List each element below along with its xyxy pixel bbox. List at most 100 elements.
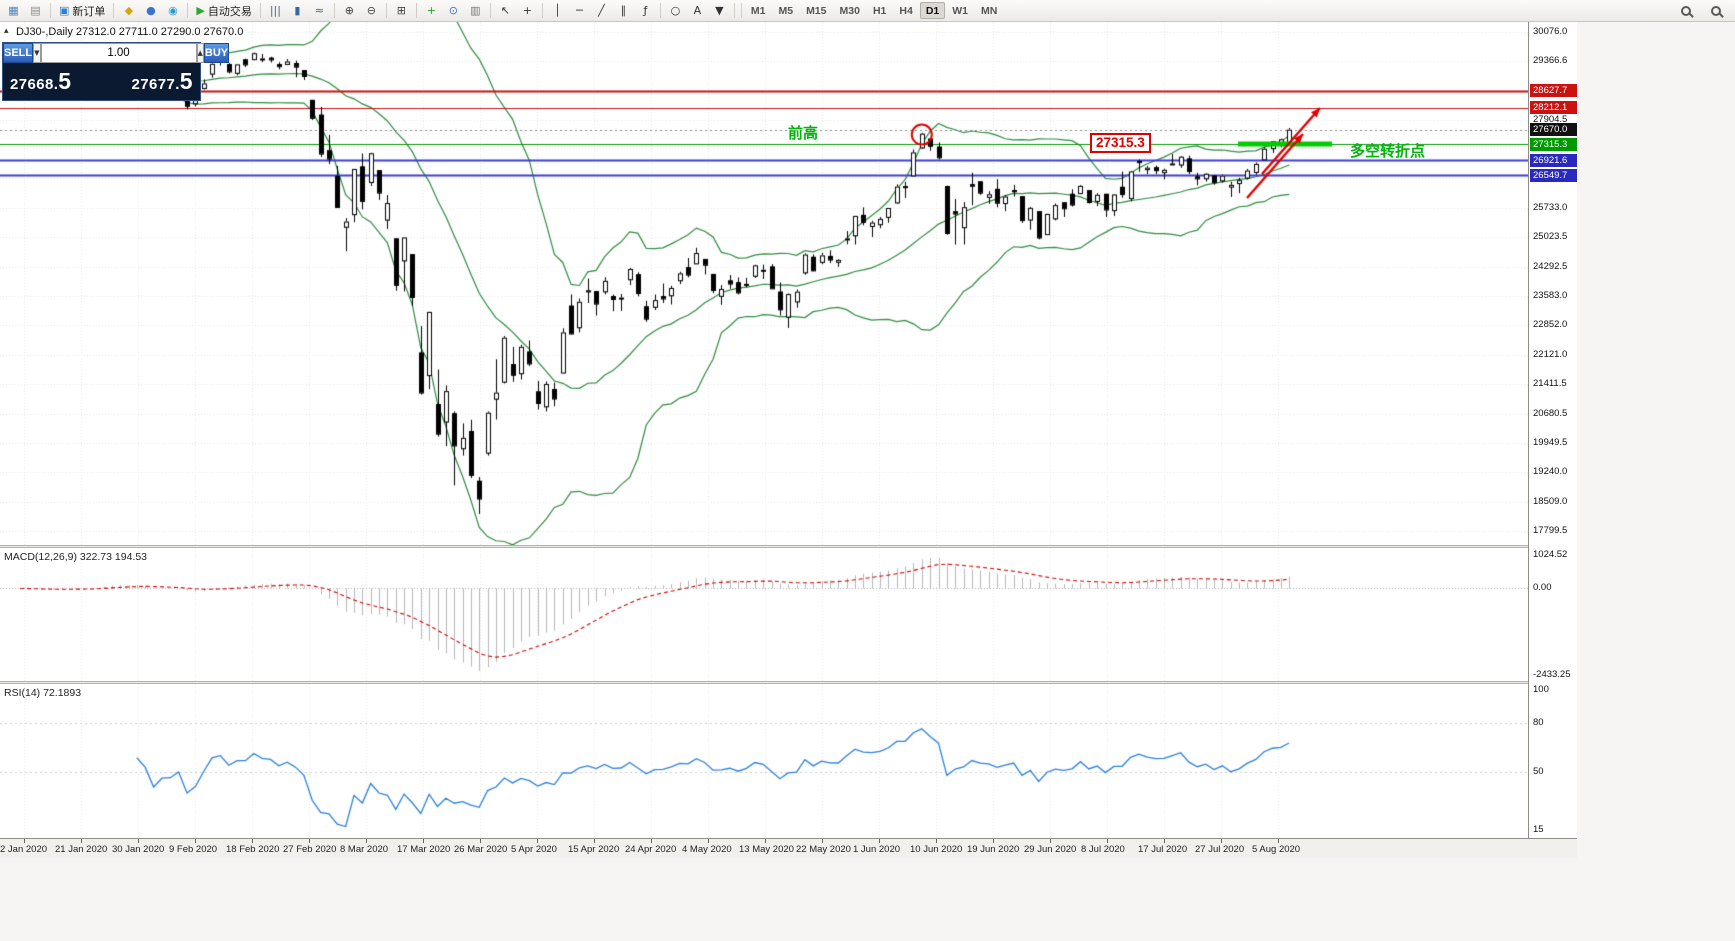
toolbar-button-group: ▦ ▤ ▣ 新订单 ◆ ● ◉ ▶ 自动交易 ||| ▮ ≈ ⊕ ⊖ ⊞ + ⊙ ▥ ↖ + │ ─ ╱ ∥ ƒ ○ A ▼: [3, 1, 738, 20]
zoom-in-icon: ⊕: [344, 4, 354, 17]
date-label: 19 Jun 2020: [967, 844, 1020, 855]
community-button[interactable]: ●: [140, 1, 161, 20]
date-tick: [1278, 839, 1279, 843]
timeframe-mn-button[interactable]: MN: [981, 4, 998, 17]
profiles-button[interactable]: ▤: [25, 1, 46, 20]
templates-button[interactable]: ▥: [465, 1, 486, 20]
cursor-button[interactable]: ↖: [495, 1, 516, 20]
indicators-button[interactable]: +: [421, 1, 442, 20]
date-tick: [1050, 839, 1051, 843]
quick-search-button[interactable]: [1705, 1, 1726, 20]
timeframe-h1-button[interactable]: H1: [872, 4, 887, 17]
date-label: 10 Jun 2020: [910, 844, 963, 855]
chart-symbol-label: DJ30-,Daily: [16, 26, 73, 38]
rsi-indicator-label: RSI(14) 72.1893: [4, 687, 82, 699]
rsi-canvas[interactable]: [0, 684, 1528, 838]
indicators-icon: +: [426, 4, 436, 17]
volume-decrease-button[interactable]: ▼: [33, 43, 41, 63]
channel-button[interactable]: ∥: [613, 1, 634, 20]
date-label: 29 Jun 2020: [1024, 844, 1077, 855]
templates-icon: ▥: [470, 4, 481, 17]
chart-ohlc-info: DJ30-,Daily 27312.0 27711.0 27290.0 2767…: [16, 26, 243, 38]
date-tick: [822, 839, 823, 843]
timeframe-m15-button[interactable]: M15: [806, 4, 827, 17]
timeframe-m5-button[interactable]: M5: [778, 4, 794, 17]
volume-increase-button[interactable]: ▲: [196, 43, 204, 63]
date-tick: [993, 839, 994, 843]
date-label: 9 Feb 2020: [169, 844, 218, 855]
text-button[interactable]: A: [687, 1, 708, 20]
pane-separator[interactable]: [0, 545, 1577, 548]
date-tick: [309, 839, 310, 843]
price-tag[interactable]: 27315.3: [1530, 137, 1577, 151]
fibonacci-button[interactable]: ƒ: [635, 1, 656, 20]
horizontal-line-icon: ─: [576, 4, 583, 17]
date-tick: [594, 839, 595, 843]
timeframe-h4-button[interactable]: H4: [899, 4, 913, 17]
timeframe-m1-button[interactable]: M1: [750, 4, 766, 17]
pane-separator[interactable]: [0, 681, 1577, 684]
timeframe-d1-button[interactable]: D1: [919, 2, 946, 19]
date-tick: [651, 839, 652, 843]
price-scale[interactable]: 30076.029366.628657.127904.527195.326486…: [1528, 22, 1577, 838]
zoom-out-icon: ⊖: [366, 4, 376, 17]
volume-input[interactable]: [40, 43, 197, 63]
date-label: 27 Feb 2020: [283, 844, 337, 855]
new-chart-button[interactable]: ▦: [3, 1, 24, 20]
tile-windows-button[interactable]: ⊞: [391, 1, 412, 20]
channel-icon: ∥: [620, 4, 627, 17]
price-scale-label: 22852.0: [1533, 319, 1568, 331]
price-scale-label: 18509.0: [1533, 495, 1568, 507]
price-tag[interactable]: 26921.6: [1530, 153, 1577, 167]
price-chart-canvas[interactable]: [0, 22, 1528, 545]
sell-button[interactable]: SELL: [3, 43, 34, 63]
sell-price-main: 27668.: [10, 76, 59, 93]
buy-button[interactable]: BUY: [203, 43, 230, 63]
chart-candles-button[interactable]: ▮: [287, 1, 308, 20]
toolbar-separator: [333, 3, 335, 18]
price-scale-label: 17799.5: [1533, 524, 1568, 536]
price-scale-label: 23583.0: [1533, 289, 1568, 301]
periods-button[interactable]: ⊙: [443, 1, 464, 20]
price-tag[interactable]: 26549.7: [1530, 168, 1577, 182]
toolbar-separator: [733, 3, 735, 18]
chart-bars-icon: |||: [269, 4, 281, 17]
arrows-tool-button[interactable]: ▼: [709, 1, 730, 20]
crosshair-button[interactable]: +: [517, 1, 538, 20]
horizontal-line-button[interactable]: ─: [569, 1, 590, 20]
price-scale-label: 30076.0: [1533, 25, 1568, 37]
new-order-label: 新订单: [72, 5, 106, 18]
date-tick: [765, 839, 766, 843]
market-button[interactable]: ◉: [162, 1, 183, 20]
macd-canvas[interactable]: [0, 548, 1528, 681]
zoom-in-button[interactable]: ⊕: [339, 1, 360, 20]
chart-line-button[interactable]: ≈: [309, 1, 330, 20]
chart-bars-button[interactable]: |||: [265, 1, 286, 20]
date-tick: [81, 839, 82, 843]
zoom-out-button[interactable]: ⊖: [361, 1, 382, 20]
autotrading-button[interactable]: ▶ 自动交易: [192, 1, 255, 20]
date-tick: [24, 839, 25, 843]
date-tick: [138, 839, 139, 843]
time-scale[interactable]: 2 Jan 2020 21 Jan 2020 30 Jan 2020 9 Feb 20…: [0, 838, 1577, 858]
history-center-button[interactable]: ◆: [118, 1, 139, 20]
one-click-collapse-icon[interactable]: ▴: [4, 26, 9, 36]
search-symbol-button[interactable]: [1675, 1, 1696, 20]
search-icon: [1680, 5, 1691, 16]
date-tick: [708, 839, 709, 843]
timeframe-m30-button[interactable]: M30: [839, 4, 860, 17]
timeframe-w1-button[interactable]: W1: [952, 4, 968, 17]
date-label: 1 Jun 2020: [853, 844, 901, 855]
price-tag[interactable]: 28627.7: [1530, 84, 1577, 98]
vertical-line-button[interactable]: │: [547, 1, 568, 20]
price-scale-label: 29366.6: [1533, 54, 1568, 66]
price-scale-label: 19240.0: [1533, 466, 1568, 478]
shapes-button[interactable]: ○: [665, 1, 686, 20]
toolbar-separator: [541, 3, 543, 18]
trendline-button[interactable]: ╱: [591, 1, 612, 20]
trendline-icon: ╱: [598, 4, 605, 17]
new-order-button[interactable]: ▣ 新订单: [55, 1, 109, 20]
toolbar-right-group: [1675, 1, 1732, 20]
price-tag[interactable]: 27670.0: [1530, 123, 1577, 137]
price-tag[interactable]: 28212.1: [1530, 101, 1577, 115]
